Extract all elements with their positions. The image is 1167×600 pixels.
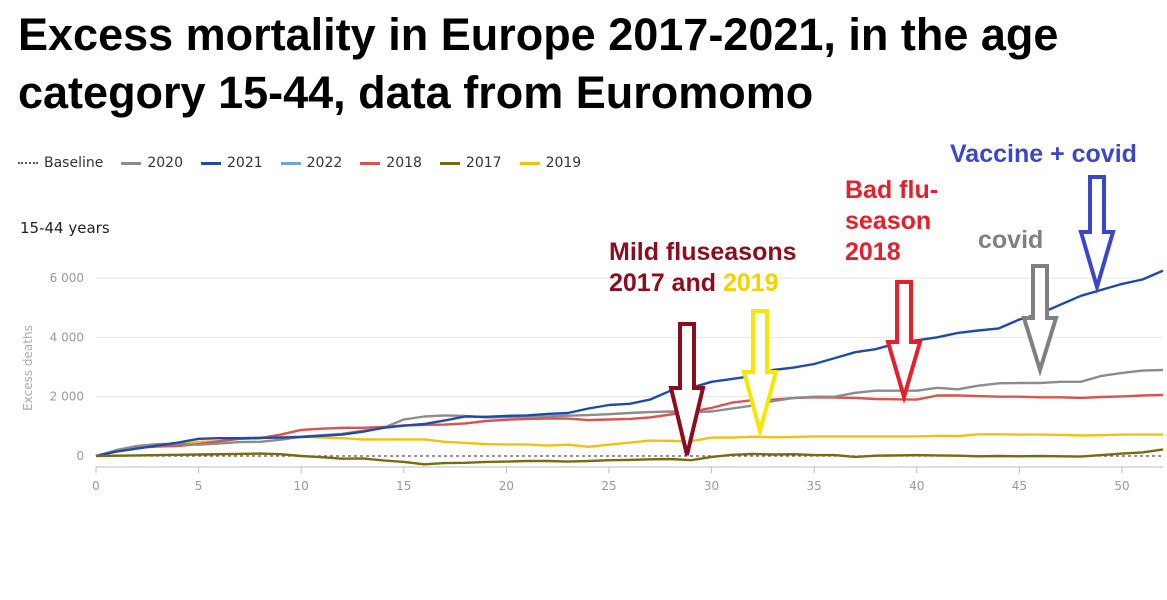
- annotation-bad-flu-line1: Bad flu-: [845, 176, 939, 204]
- annotation-bad-flu-line3: 2018: [845, 238, 901, 266]
- x-tick-label: 45: [1012, 479, 1027, 493]
- page-title: Excess mortality in Europe 2017-2021, in…: [18, 9, 1059, 118]
- legend-swatch-2021: [201, 161, 221, 165]
- arrow-bad-flu-icon: [885, 280, 923, 405]
- chart-subtitle: 15-44 years: [20, 219, 110, 237]
- annotation-mild-fluseasons: Mild fluseasons 2017 and 2019: [609, 237, 797, 299]
- annotation-mild-line2b: 2019: [722, 269, 779, 297]
- annotation-covid: covid: [978, 226, 1044, 254]
- legend-swatch-2017: [439, 161, 460, 165]
- y-tick-label: 6 000: [50, 271, 84, 285]
- legend-item-baseline[interactable]: Baseline: [18, 155, 103, 171]
- x-tick-label: 30: [704, 479, 719, 493]
- annotation-bad-flu-line2: season: [845, 207, 932, 235]
- series-line-2017: [95, 448, 1164, 466]
- arrow-vaccine-icon: [1078, 175, 1116, 295]
- x-tick-label: 10: [294, 479, 309, 493]
- chart-legend: Baseline 2020 2021 2022 2018 2017 2019: [18, 152, 599, 174]
- legend-swatch-2018: [360, 161, 381, 165]
- legend-swatch-2022: [280, 161, 301, 165]
- y-axis: 0 2 000 4 000 6 000: [50, 271, 84, 463]
- legend-item-2021[interactable]: 2021: [201, 155, 263, 171]
- legend-swatch-2019: [519, 161, 540, 165]
- series-group: [95, 269, 1164, 466]
- annotation-mild-line2a: 2017 and: [609, 269, 723, 297]
- x-tick-label: 20: [499, 479, 514, 493]
- y-tick-label: 0: [76, 449, 84, 463]
- legend-label: 2020: [147, 155, 183, 171]
- annotation-bad-flu: Bad flu- season 2018: [845, 175, 938, 268]
- legend-label: 2018: [386, 155, 422, 171]
- legend-item-2020[interactable]: 2020: [121, 155, 183, 171]
- legend-item-2019[interactable]: 2019: [519, 155, 582, 171]
- annotation-mild-line1: Mild fluseasons: [609, 238, 797, 266]
- legend-item-2018[interactable]: 2018: [360, 155, 422, 171]
- series-line-2021: [95, 269, 1164, 458]
- y-tick-label: 4 000: [50, 330, 84, 344]
- x-tick-label: 40: [909, 479, 924, 493]
- legend-swatch-baseline: [18, 162, 38, 164]
- arrow-mild-2017-icon: [668, 322, 706, 456]
- legend-item-2022[interactable]: 2022: [280, 155, 343, 171]
- x-tick-label: 0: [92, 479, 100, 493]
- x-tick-label: 5: [195, 479, 203, 493]
- y-tick-label: 2 000: [50, 390, 84, 404]
- x-tick-label: 50: [1114, 479, 1129, 493]
- legend-label: 2021: [227, 155, 263, 171]
- annotation-vaccine-covid: Vaccine + covid: [950, 140, 1137, 168]
- arrow-covid-icon: [1021, 264, 1059, 377]
- arrow-2019-icon: [741, 309, 779, 439]
- x-axis: 0 5 10 15 20 25 30 35 40 45 50: [92, 466, 1163, 493]
- legend-swatch-2020: [121, 161, 142, 165]
- x-tick-label: 35: [807, 479, 822, 493]
- annotation-arrows: [668, 175, 1116, 456]
- y-axis-label: Excess deaths: [21, 325, 35, 411]
- legend-label: 2017: [465, 155, 502, 171]
- legend-label: 2019: [545, 155, 582, 171]
- series-line-2020: [95, 368, 1164, 458]
- x-tick-label: 25: [601, 479, 616, 493]
- x-tick-label: 15: [396, 479, 411, 493]
- legend-label: 2022: [306, 155, 343, 171]
- legend-label: Baseline: [44, 155, 104, 171]
- legend-item-2017[interactable]: 2017: [439, 155, 502, 171]
- series-line-2018: [95, 393, 1164, 458]
